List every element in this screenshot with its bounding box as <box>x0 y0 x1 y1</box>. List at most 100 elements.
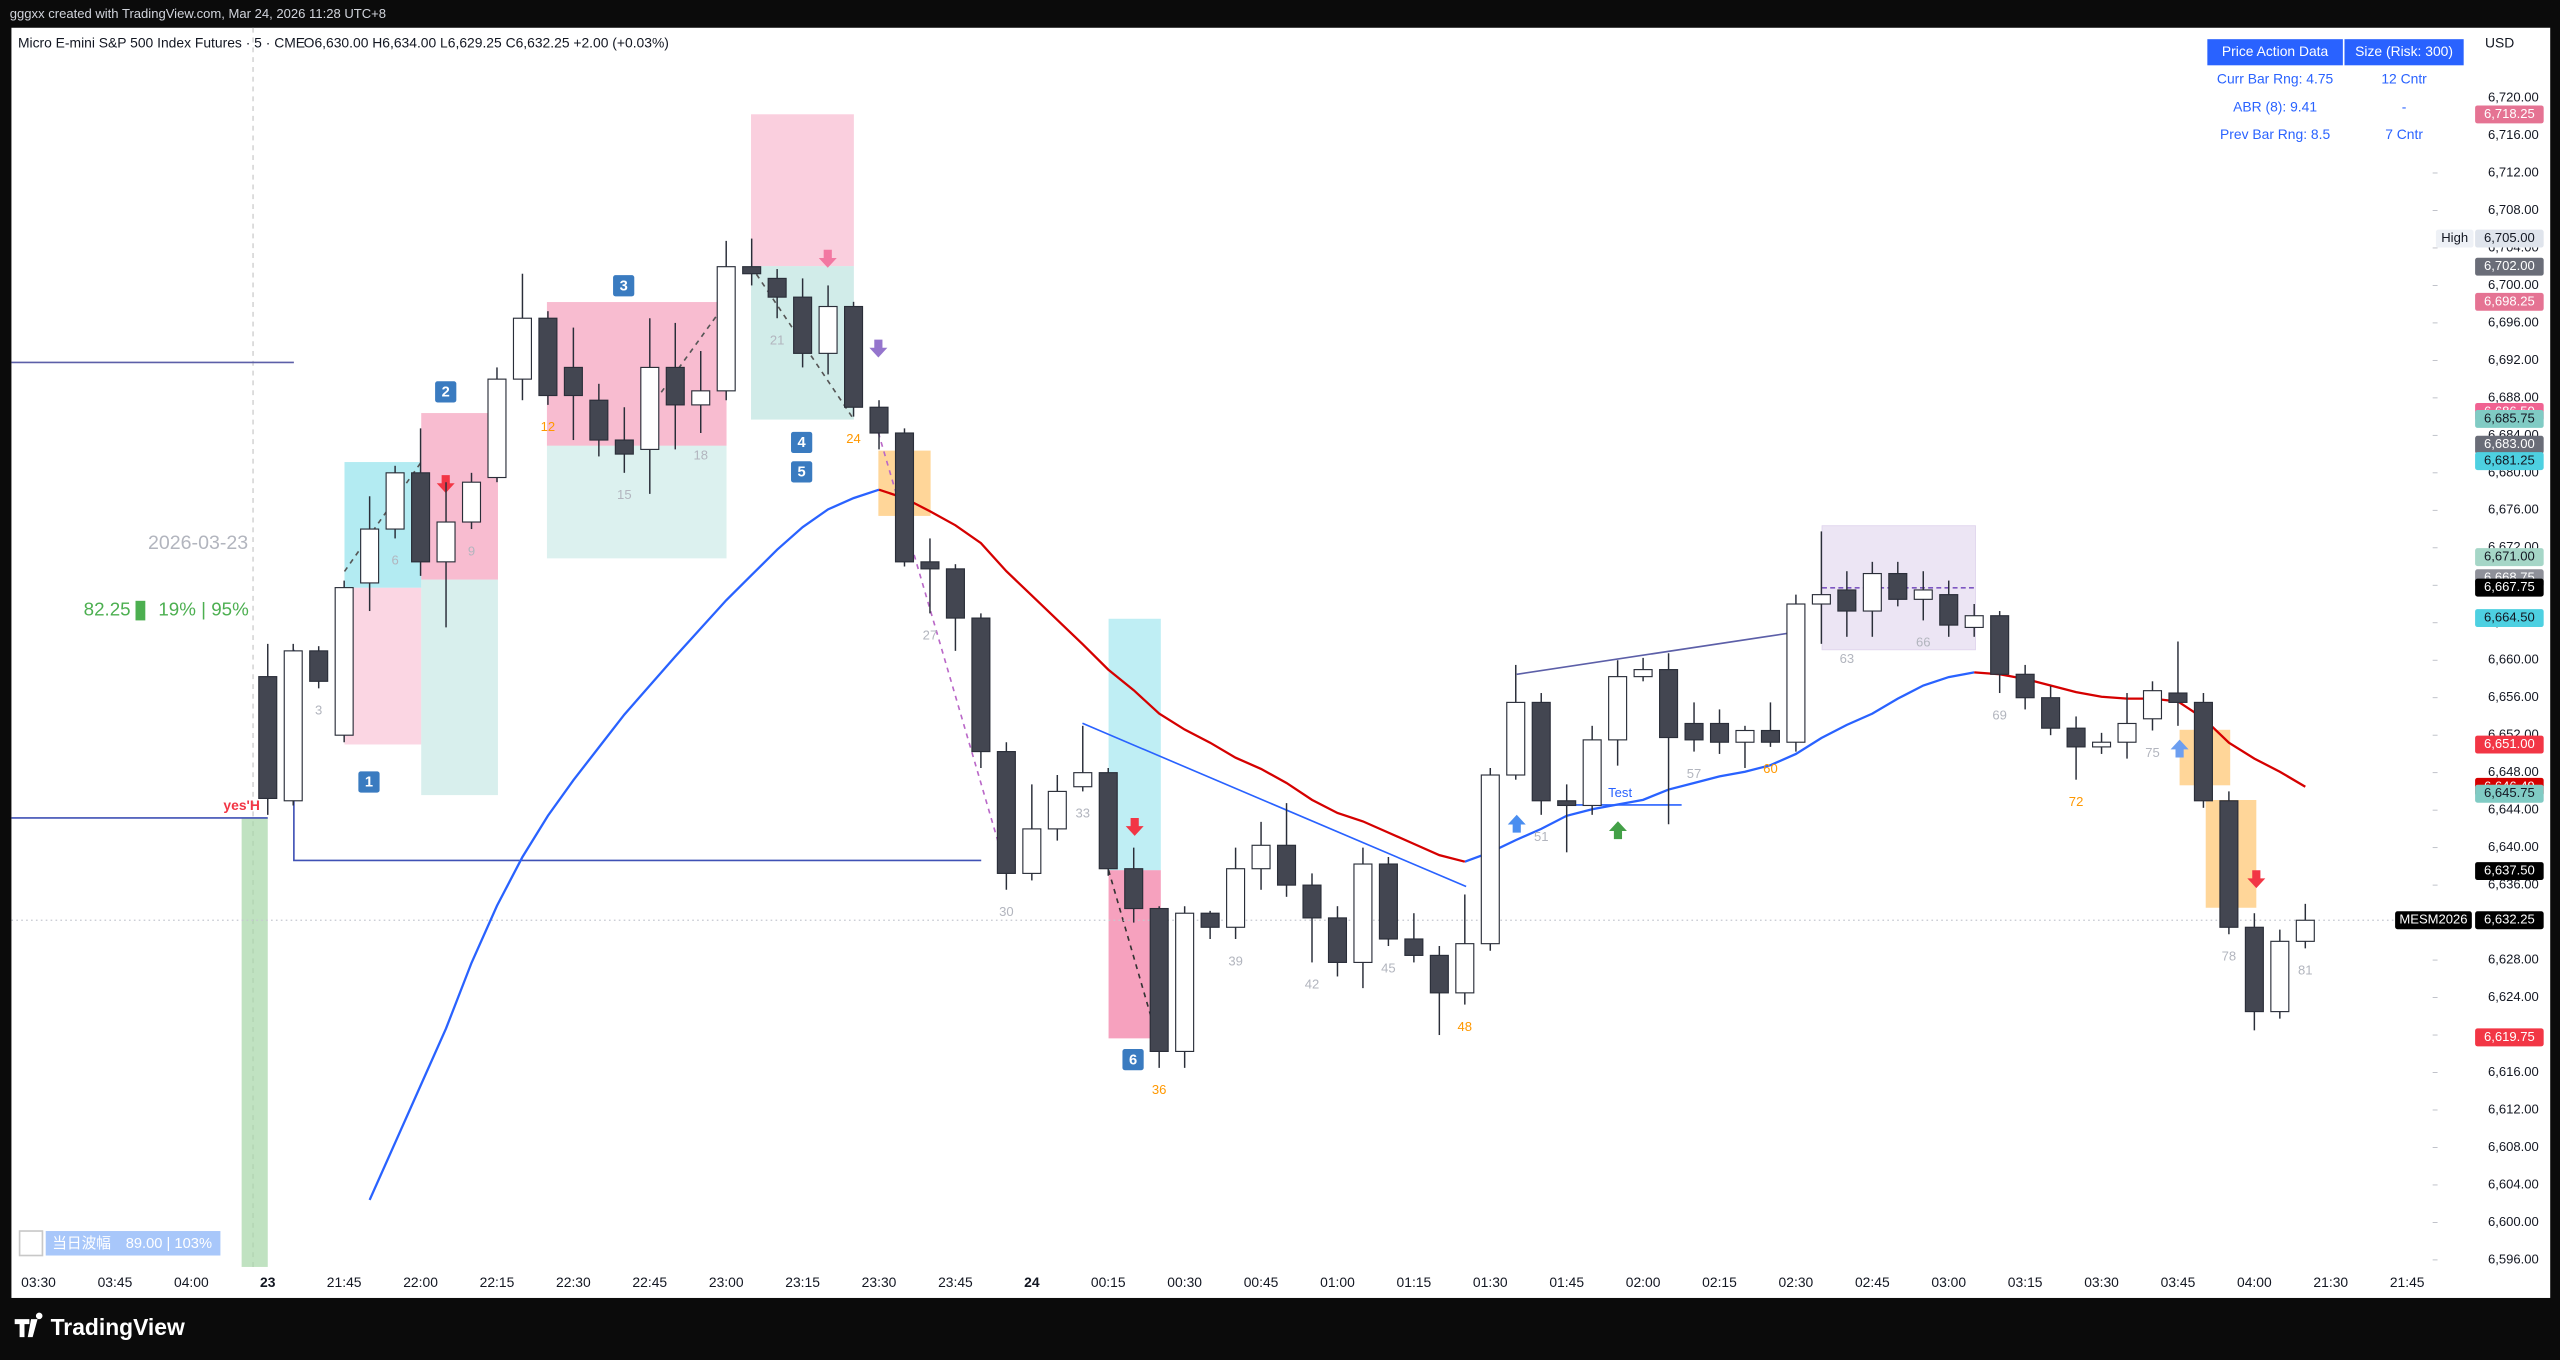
candle-body <box>1709 722 1730 743</box>
price-tag-label: 6,698.25 <box>2484 293 2535 308</box>
candle-body <box>2168 692 2188 703</box>
y-tick-label: 6,608.00 <box>2488 1139 2539 1154</box>
price-tag <box>2475 911 2544 930</box>
bar-count: 33 <box>1076 806 1091 821</box>
symbol: Micro E-mini S&P 500 Index Futures · 5 ·… <box>18 35 305 51</box>
candle-body <box>411 472 431 563</box>
candle-body <box>2041 697 2061 729</box>
sell-arrow <box>1125 817 1144 836</box>
y-tick-label: 6,636.00 <box>2488 877 2539 892</box>
price-tag <box>2475 735 2544 754</box>
bar-count: 48 <box>1458 1019 1473 1034</box>
zone <box>344 587 422 745</box>
x-tick-label: 01:45 <box>1549 1274 1584 1290</box>
price-tag <box>2475 609 2544 628</box>
y-tick-label: 6,692.00 <box>2488 352 2539 367</box>
price-tag <box>2475 409 2544 428</box>
y-tick-label: 6,616.00 <box>2488 1064 2539 1079</box>
price-tag-label: 6,619.75 <box>2484 1029 2535 1044</box>
test-label: Test <box>1608 785 1632 800</box>
table-header: Price Action Data <box>2222 43 2329 59</box>
price-tag <box>2475 105 2544 124</box>
step-box <box>358 771 380 793</box>
candle-body <box>1939 594 1959 626</box>
y-tick-label: 6,708.00 <box>2488 202 2539 217</box>
bar-count: 30 <box>999 904 1014 919</box>
y-tick-label: 6,648.00 <box>2488 764 2539 779</box>
candle-body <box>2091 741 2112 748</box>
price-tag-label: 6,651.00 <box>2484 736 2535 751</box>
buy-arrow <box>1608 821 1627 840</box>
step-box <box>613 275 635 297</box>
moving-average <box>368 488 1975 1201</box>
bar-count: 45 <box>1381 960 1396 975</box>
candle-body <box>2066 727 2086 748</box>
candle-body <box>563 366 583 397</box>
price-tag <box>2475 452 2544 471</box>
y-tick-label: 6,712.00 <box>2488 164 2539 179</box>
x-tick-label: 02:15 <box>1702 1274 1737 1290</box>
info-table: Price Action Data Size (Risk: 300) Curr … <box>2204 35 2469 151</box>
y-tick-label: 6,700.00 <box>2488 277 2539 292</box>
candle-body <box>1811 594 1831 605</box>
candle-body <box>385 472 405 530</box>
range-pct: 19% | 95% <box>158 599 249 620</box>
daily-range-box <box>45 1231 221 1256</box>
bar-count: 36 <box>1152 1082 1167 1097</box>
candle-body <box>1837 589 1857 612</box>
symbol-tag <box>2395 911 2472 930</box>
sell-arrow <box>869 339 888 358</box>
price-tag <box>2475 784 2544 803</box>
price-tag-label: 6,702.00 <box>2484 258 2535 273</box>
candle-body <box>2295 919 2315 942</box>
zone <box>751 114 854 267</box>
daily-range-value: 89.00 | 103% <box>126 1236 212 1252</box>
price-tag-label: 6,637.50 <box>2484 863 2535 878</box>
trend-line <box>877 432 1009 874</box>
checkbox[interactable] <box>18 1230 44 1257</box>
zone <box>546 445 727 559</box>
y-tick-label: 6,688.00 <box>2488 389 2539 404</box>
currency: USD <box>2485 35 2514 51</box>
candle-body <box>1964 615 1984 629</box>
candle-body <box>1149 907 1169 1053</box>
step-box <box>791 461 813 483</box>
candle-body <box>716 266 736 392</box>
candle-body <box>1608 676 1628 741</box>
y-tick-label: 6,720.00 <box>2488 89 2539 104</box>
y-tick-label: 6,600.00 <box>2488 1214 2539 1229</box>
candle-body <box>1378 863 1398 940</box>
highlight-band <box>241 817 268 1267</box>
candle-body <box>334 587 354 736</box>
candle-body <box>1888 572 1908 600</box>
bar-count: 3 <box>315 703 322 718</box>
candle-body <box>894 432 915 563</box>
y-tick-label: 6,604.00 <box>2488 1176 2539 1191</box>
bar-count: 81 <box>2298 963 2313 978</box>
candle-body <box>767 277 787 298</box>
zone <box>344 462 422 588</box>
bar-count: 21 <box>770 333 785 348</box>
buy-arrow <box>1507 814 1526 833</box>
x-tick-label: 02:00 <box>1626 1274 1661 1290</box>
y-tick-label: 6,596.00 <box>2488 1251 2539 1266</box>
table-cell: 12 Cntr <box>2381 71 2427 87</box>
x-tick-label: 03:30 <box>2084 1274 2119 1290</box>
price-tag-label: 6,632.25 <box>2484 912 2535 927</box>
bar-count: 78 <box>2222 949 2237 964</box>
candle-body <box>1480 774 1500 945</box>
candle-body <box>487 378 507 479</box>
step-label: 2 <box>442 385 450 401</box>
bar-count: 72 <box>2069 794 2084 809</box>
trend-line <box>1082 722 1467 888</box>
candle-body <box>640 366 660 450</box>
candle-body <box>1047 790 1067 830</box>
candle-body <box>1531 701 1551 802</box>
candle-body <box>2015 673 2035 699</box>
step-boxes: 1 2 3 4 5 6 <box>358 275 1144 1071</box>
candle-body <box>2142 690 2163 720</box>
x-tick-label: 00:15 <box>1091 1274 1126 1290</box>
